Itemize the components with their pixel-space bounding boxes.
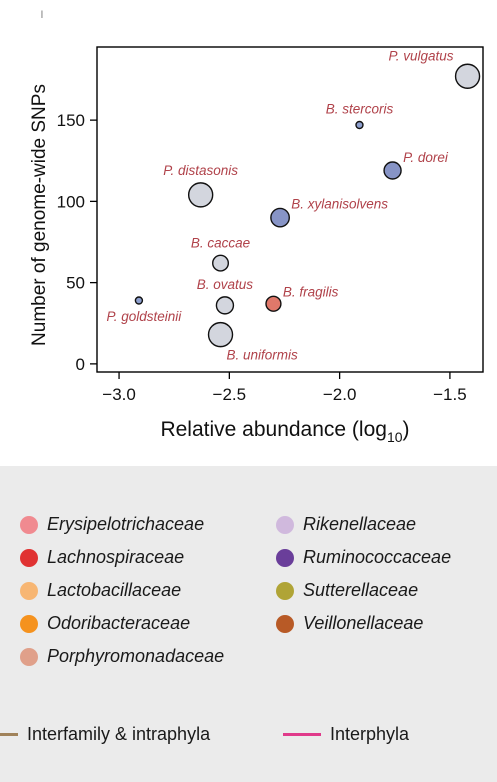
x-axis-label-main: Relative abundance (log: [160, 418, 387, 441]
point-labels: P. vulgatus B. stercoris P. dorei P. distas…: [107, 48, 454, 362]
legend-item: Porphyromonadaceae: [20, 646, 224, 667]
line-legend-item: Interfamily & intraphyla: [0, 724, 210, 745]
x-tick-label: −2.0: [323, 385, 357, 404]
y-tick-label: 0: [76, 355, 85, 374]
legend-swatch: [276, 515, 294, 534]
line-swatch: [283, 733, 321, 736]
legend-swatch: [20, 515, 38, 534]
line-legend-label: Interfamily & intraphyla: [27, 724, 211, 744]
line-legend-label: Interphyla: [330, 724, 410, 744]
point-label: B. xylanisolvens: [291, 196, 388, 211]
point-label: P. distasonis: [163, 163, 238, 178]
legend-label: Sutterellaceae: [303, 580, 419, 600]
panel-letter-fragment: ı: [40, 5, 44, 21]
legend-swatch: [276, 548, 294, 567]
legend-label: Rikenellaceae: [303, 514, 417, 534]
point-label: P. goldsteinii: [107, 309, 183, 324]
point-label: B. fragilis: [283, 284, 339, 299]
line-swatch: [0, 733, 18, 736]
x-tick-label: −3.0: [102, 385, 136, 404]
point-label: P. vulgatus: [388, 48, 453, 63]
data-point: [134, 296, 144, 305]
y-tick-label: 100: [57, 192, 85, 211]
plot-frame: [96, 46, 484, 373]
legend-label: Porphyromonadaceae: [47, 646, 225, 666]
data-point: [383, 161, 402, 180]
y-tick-label: 50: [66, 274, 85, 293]
data-point: [265, 295, 282, 312]
x-tick-label: −1.5: [433, 385, 467, 404]
legend-label: Ruminococcaceae: [303, 547, 452, 567]
data-point: [270, 207, 290, 228]
x-axis-label-subscript: 10: [387, 429, 403, 445]
legend-label: Erysipelotrichaceae: [47, 514, 205, 534]
data-point: [215, 296, 235, 315]
line-legend-item: Interphyla: [283, 724, 409, 745]
point-label: B. caccae: [191, 235, 250, 250]
legend-item: Sutterellaceae: [276, 580, 418, 601]
legend-swatch: [20, 647, 38, 666]
point-label: B. uniformis: [227, 348, 299, 363]
legend-swatch: [276, 614, 294, 633]
legend-item: Odoribacteraceae: [20, 613, 190, 634]
x-axis-label-end: ): [403, 418, 410, 441]
x-tick-label: −2.5: [213, 385, 247, 404]
x-axis-label: Relative abundance (log10): [160, 418, 409, 445]
legend-label: Veillonellaceae: [303, 613, 424, 633]
point-label: B. stercoris: [326, 102, 394, 117]
legend-item: Veillonellaceae: [276, 613, 423, 634]
point-label: B. ovatus: [197, 277, 254, 292]
legend-swatch: [20, 581, 38, 600]
data-point: [454, 63, 481, 89]
legend-swatch: [276, 581, 294, 600]
legend-item: Ruminococcaceae: [276, 547, 451, 568]
legend-item: Rikenellaceae: [276, 514, 416, 535]
x-axis: −3.0 −2.5 −2.0 −1.5: [102, 372, 467, 404]
legend-swatch: [20, 614, 38, 633]
y-axis-label: Number of genome-wide SNPs: [29, 84, 50, 346]
data-point: [207, 321, 234, 348]
y-axis: 0 50 100 150: [57, 111, 97, 374]
scatter-chart: ı 0 50 100 150 −3.0 −2.5 −2.0 −1.5 P. vulgatus…: [29, 5, 484, 445]
data-point: [187, 182, 214, 208]
legend-label: Odoribacteraceae: [47, 613, 191, 633]
legend-swatch: [20, 548, 38, 567]
legend-label: Lachnospiraceae: [47, 547, 185, 567]
legend-label: Lactobacillaceae: [47, 580, 182, 600]
legend-item: Lachnospiraceae: [20, 547, 184, 568]
legend-item: Erysipelotrichaceae: [20, 514, 204, 535]
y-tick-label: 150: [57, 111, 85, 130]
data-points: [134, 63, 481, 348]
legend-panel: Erysipelotrichaceae Lachnospiraceae Lactob…: [0, 466, 497, 782]
data-point: [355, 120, 364, 130]
data-point: [212, 254, 230, 272]
legend-item: Lactobacillaceae: [20, 580, 181, 601]
point-label: P. dorei: [403, 150, 449, 165]
